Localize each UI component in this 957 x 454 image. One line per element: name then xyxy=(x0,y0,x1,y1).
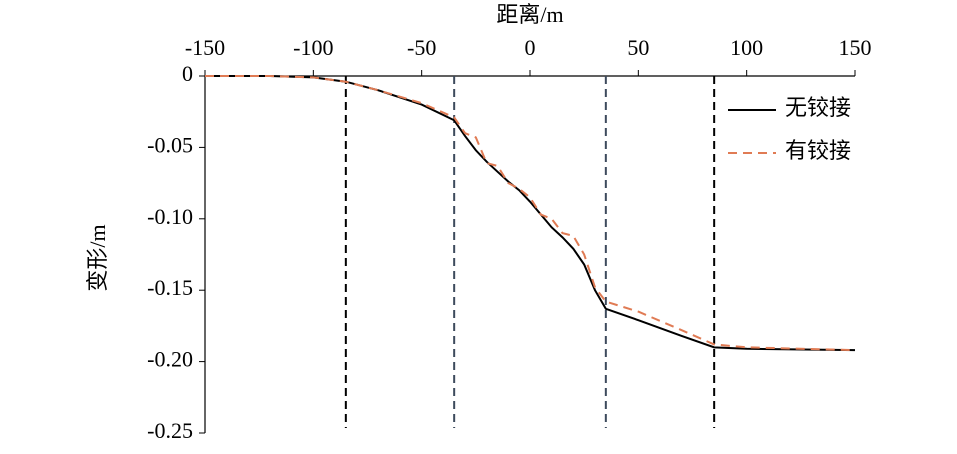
x-axis-label: 距离/m xyxy=(496,2,563,27)
x-tick-label: 50 xyxy=(627,35,649,60)
x-tick-label: 0 xyxy=(525,35,536,60)
x-tick-label: -50 xyxy=(407,35,436,60)
y-tick-label: -0.15 xyxy=(147,275,193,300)
legend-label: 无铰接 xyxy=(785,95,851,120)
x-tick-label: -100 xyxy=(293,35,333,60)
y-tick-label: -0.20 xyxy=(147,347,193,372)
data-line xyxy=(205,75,856,352)
y-tick-label: 0 xyxy=(182,61,193,86)
x-tick-label: -150 xyxy=(185,35,225,60)
y-tick-label: -0.25 xyxy=(147,418,193,443)
y-tick-label: -0.10 xyxy=(147,204,193,229)
x-tick-label: 100 xyxy=(730,35,763,60)
legend-label: 有铰接 xyxy=(785,138,851,163)
data-line xyxy=(205,75,856,352)
y-tick-label: -0.05 xyxy=(147,132,193,157)
x-tick-label: 150 xyxy=(839,35,872,60)
y-axis-label: 变形/m xyxy=(85,224,110,291)
